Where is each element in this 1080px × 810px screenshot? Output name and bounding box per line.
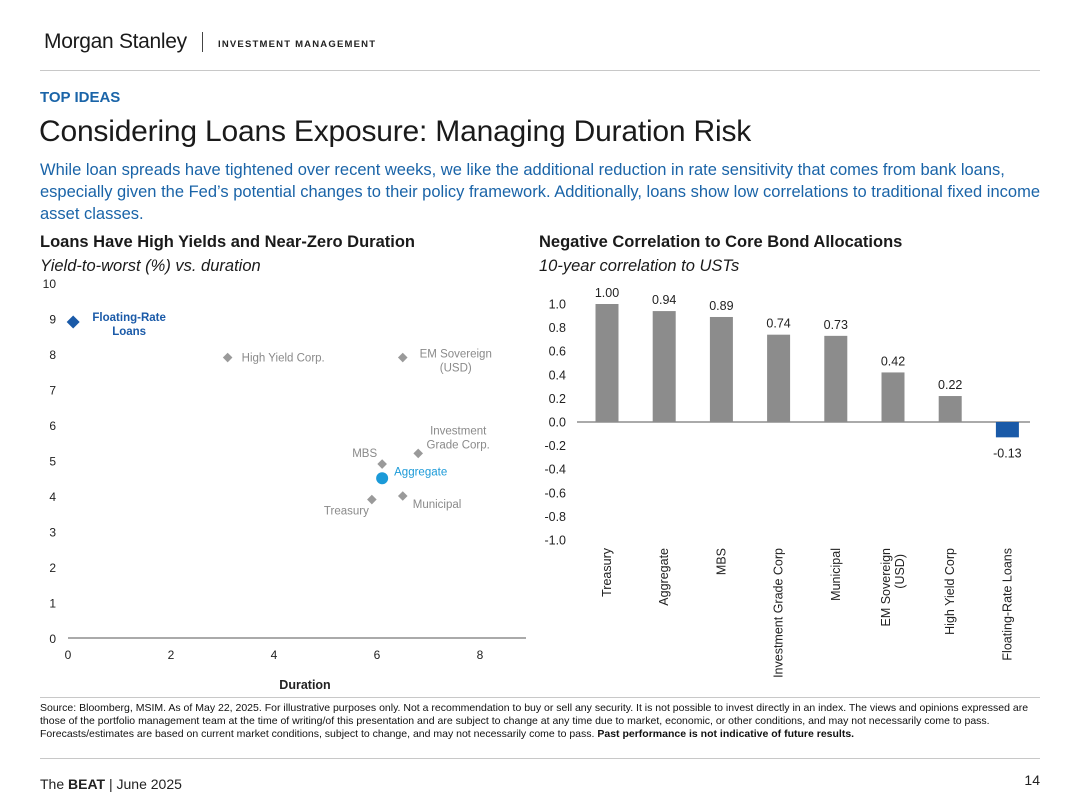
header-rule <box>40 70 1040 71</box>
scatter-point-municipal <box>397 491 408 501</box>
scatter-x-label: Duration <box>279 678 330 692</box>
brand-logo: Morgan Stanley <box>44 30 187 53</box>
bar-value-label: 0.74 <box>766 317 790 331</box>
bar-municipal <box>824 335 848 422</box>
scatter-chart-title: Loans Have High Yields and Near-Zero Dur… <box>40 233 415 251</box>
footer-prefix: The <box>40 776 69 792</box>
bar-chart: 1.0 0.8 0.6 0.4 0.2 0.0 -0.2 -0.4 -0.6 -0.8 -1.0 1.… <box>544 286 1030 678</box>
bar-em-sovereign-usd <box>881 372 905 422</box>
source-disclaimer-bold: Past performance is not indicative of fu… <box>597 728 855 740</box>
scatter-point-aggregate <box>376 472 389 485</box>
scatter-label-municipal: Municipal <box>413 499 462 511</box>
bar-y-tick: 0.4 <box>549 368 566 382</box>
bar-y-tick: -0.6 <box>544 486 566 500</box>
bar-chart-title: Negative Correlation to Core Bond Alloca… <box>539 233 903 251</box>
footer-brand: BEAT <box>68 776 106 792</box>
bar-category-label: Municipal <box>829 548 843 601</box>
bar-y-tick: 0.0 <box>549 416 566 430</box>
bar-y-tick: -0.2 <box>544 439 566 453</box>
source-note: Source: Bloomberg, MSIM. As of May 22, 2… <box>40 702 1040 741</box>
scatter-y-tick: 10 <box>43 277 57 291</box>
scatter-y-tick: 5 <box>49 455 56 469</box>
scatter-y-tick: 8 <box>49 348 56 362</box>
footer-rule <box>40 758 1040 759</box>
scatter-point-floating-rate-loans <box>66 315 80 329</box>
bar-category-label: EM Sovereign(USD) <box>879 548 907 627</box>
scatter-label-high-yield-corp: High Yield Corp. <box>242 353 325 365</box>
scatter-y-tick: 2 <box>49 561 56 575</box>
scatter-y-tick: 0 <box>49 632 56 646</box>
bar-category-label: High Yield Corp <box>943 548 957 635</box>
intro-text: While loan spreads have tightened over r… <box>40 161 1040 223</box>
bar-mbs <box>709 316 733 422</box>
bar-y-tick: 1.0 <box>549 298 566 312</box>
scatter-y-tick: 9 <box>49 313 56 327</box>
bar-category-label: Treasury <box>600 547 614 597</box>
scatter-x-tick: 8 <box>477 648 484 662</box>
bar-value-label: -0.13 <box>993 446 1022 460</box>
bar-y-tick: 0.8 <box>549 321 566 335</box>
page-number: 14 <box>1024 772 1040 788</box>
bar-treasury <box>595 304 619 422</box>
scatter-label-aggregate: Aggregate <box>394 466 447 478</box>
scatter-label-mbs: MBS <box>352 448 377 460</box>
bar-value-label: 1.00 <box>595 286 619 300</box>
bar-category-label: MBS <box>714 548 728 575</box>
bar-y-tick: -0.4 <box>544 463 566 477</box>
scatter-y-tick: 6 <box>49 419 56 433</box>
scatter-point-treasury <box>367 494 377 505</box>
scatter-y-tick: 3 <box>49 526 56 540</box>
brand-division: INVESTMENT MANAGEMENT <box>218 39 377 50</box>
scatter-label-em-sovereign-usd: EM Sovereign (USD) <box>420 349 492 375</box>
bar-category-label: Investment Grade Corp <box>772 548 786 678</box>
bar-value-label: 0.89 <box>709 299 733 313</box>
bar-investment-grade-corp <box>767 334 791 422</box>
scatter-chart-subtitle: Yield-to-worst (%) vs. duration <box>40 257 261 275</box>
source-rule <box>40 697 1040 698</box>
scatter-y-tick: 4 <box>49 490 56 504</box>
bar-category-label: Floating-Rate Loans <box>1000 548 1014 661</box>
scatter-x-tick: 2 <box>168 648 175 662</box>
bar-chart-subtitle: 10-year correlation to USTs <box>539 257 740 275</box>
scatter-label-treasury: Treasury <box>324 506 369 518</box>
bar-category-label: Aggregate <box>657 548 671 606</box>
bar-value-label: 0.22 <box>938 378 962 392</box>
footer-date: | June 2025 <box>105 776 182 792</box>
section-kicker: TOP IDEAS <box>40 89 121 106</box>
bar-y-tick: -1.0 <box>544 534 566 548</box>
scatter-label-investment-grade-corp: Investment Grade Corp. <box>427 425 490 451</box>
page-title: Considering Loans Exposure: Managing Dur… <box>39 115 752 148</box>
bar-y-tick: -0.8 <box>544 510 566 524</box>
scatter-label-floating-rate-loans: Floating-Rate Loans <box>92 312 165 338</box>
scatter-chart: 0 1 2 3 4 5 6 7 8 9 10 0 2 4 6 8 Duration Floating-Rate Lo… <box>43 277 526 692</box>
bar-aggregate <box>652 311 676 422</box>
source-text: Source: Bloomberg, MSIM. As of May 22, 2… <box>40 702 1029 740</box>
scatter-y-tick: 7 <box>49 384 56 398</box>
scatter-x-tick: 4 <box>271 648 278 662</box>
scatter-point-high-yield-corp <box>222 352 233 363</box>
bar-floating-rate-loans <box>995 422 1019 438</box>
bar-value-label: 0.42 <box>881 354 905 368</box>
scatter-point-em-sovereign-usd <box>397 352 408 363</box>
brand-divider <box>202 32 203 52</box>
bar-y-tick: 0.2 <box>549 392 566 406</box>
footer-label: The BEAT | June 2025 <box>40 776 182 792</box>
bar-value-label: 0.73 <box>824 318 848 332</box>
scatter-point-mbs <box>377 459 387 469</box>
bar-high-yield-corp <box>938 396 962 422</box>
bar-y-tick: 0.6 <box>549 345 566 359</box>
scatter-x-tick: 0 <box>65 648 72 662</box>
scatter-y-tick: 1 <box>49 597 56 611</box>
scatter-x-tick: 6 <box>374 648 381 662</box>
bar-value-label: 0.94 <box>652 293 676 307</box>
scatter-point-investment-grade-corp <box>413 448 423 459</box>
